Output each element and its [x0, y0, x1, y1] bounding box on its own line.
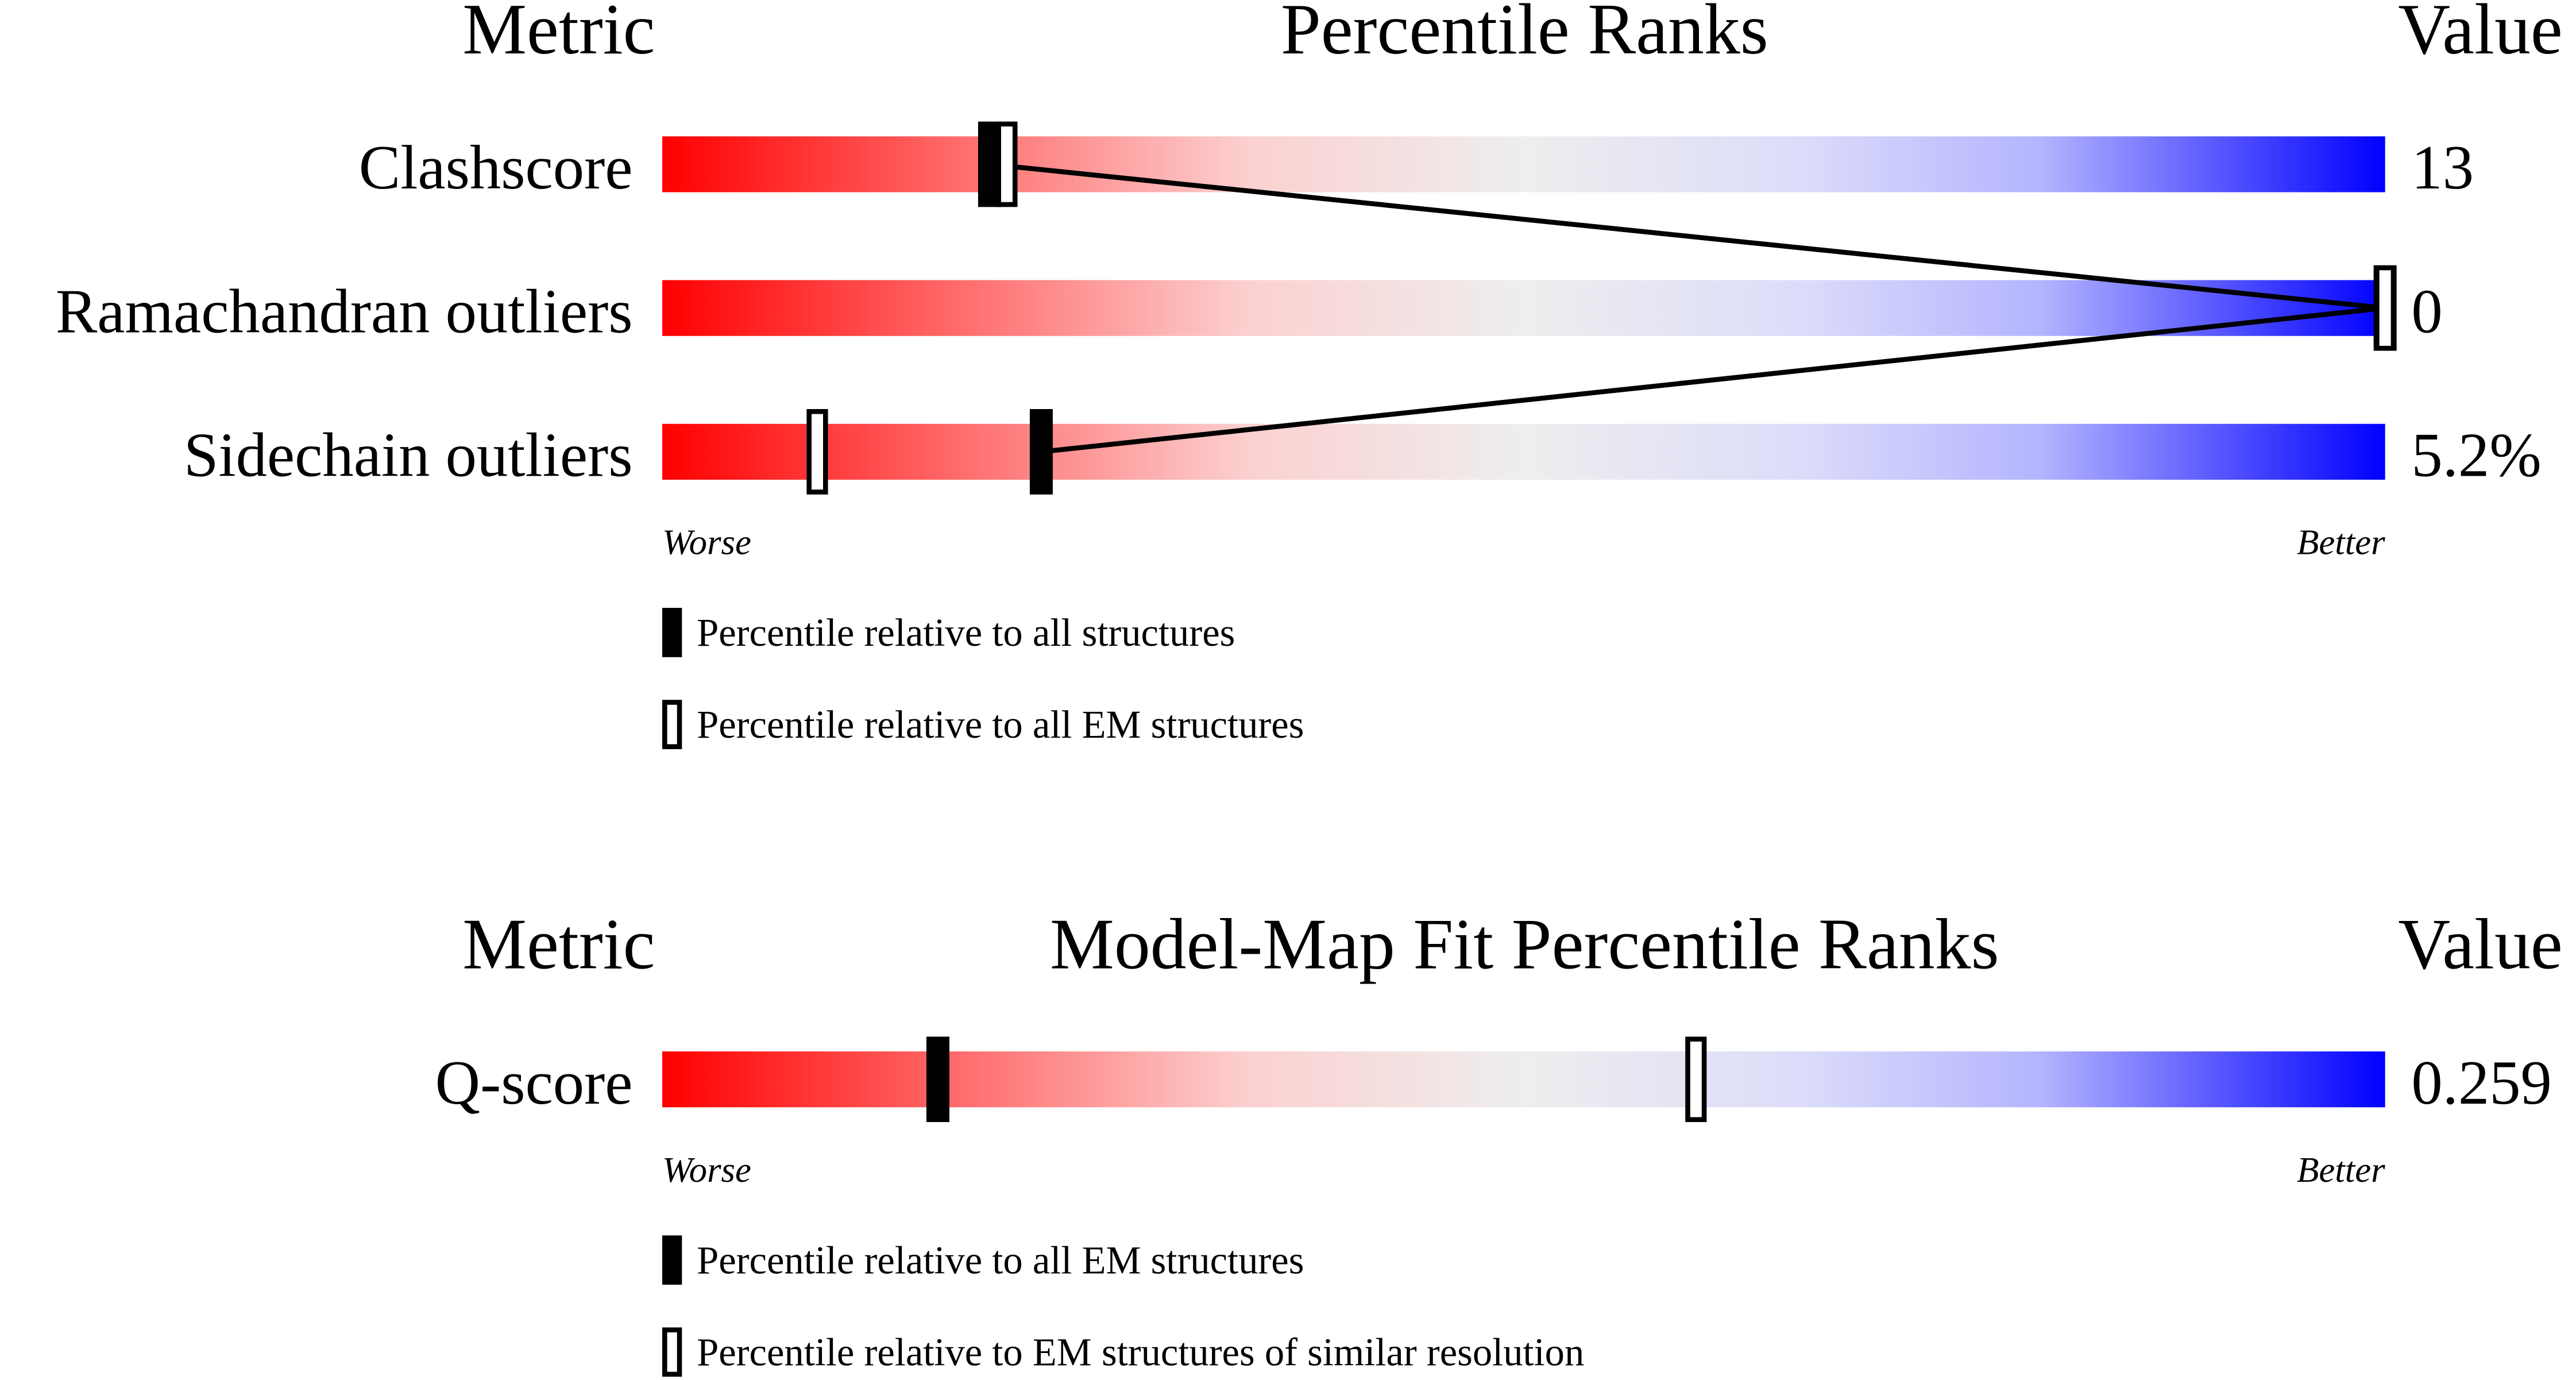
metric-value: 0 [2411, 276, 2442, 346]
percentile-marker-hollow [996, 121, 1018, 207]
legend-swatch-hollow [662, 700, 682, 749]
legend-swatch-hollow [662, 1327, 682, 1377]
value-header: Value [2398, 0, 2562, 70]
better-label: Better [2297, 1150, 2385, 1190]
legend-label: Percentile relative to all EM structures [697, 1238, 1304, 1282]
legend-swatch [662, 1235, 682, 1285]
value-header: Value [2398, 905, 2562, 985]
percentile-marker-hollow [1685, 1036, 1707, 1123]
percentile-marker-hollow [2374, 265, 2396, 351]
chart-title: Percentile Ranks [1281, 0, 1768, 70]
metric-label: Sidechain outliers [184, 421, 633, 490]
legend-label: Percentile relative to EM structures of … [697, 1330, 1584, 1374]
legend-label: Percentile relative to all EM structures [697, 703, 1304, 746]
percentile-marker [926, 1036, 949, 1123]
legend-swatch [662, 608, 682, 657]
metric-value: 13 [2411, 133, 2474, 202]
gradient-bar [662, 136, 2385, 192]
gradient-bar [662, 423, 2385, 480]
gradient-bar [662, 280, 2385, 336]
metric-value: 5.2% [2411, 421, 2541, 490]
metric-label: Q-score [435, 1048, 633, 1117]
percentile-marker [1029, 409, 1053, 495]
percentile-marker-hollow [806, 409, 828, 495]
metric-label: Clashscore [359, 133, 633, 202]
legend-label: Percentile relative to all structures [697, 611, 1235, 654]
worse-label: Worse [662, 522, 751, 562]
worse-label: Worse [662, 1150, 751, 1190]
metric-header: Metric [462, 905, 655, 985]
metric-value: 0.259 [2411, 1048, 2551, 1117]
gradient-bar [662, 1051, 2385, 1108]
better-label: Better [2297, 522, 2385, 562]
chart-title: Model-Map Fit Percentile Ranks [1050, 905, 1999, 985]
metric-header: Metric [462, 0, 655, 70]
metric-label: Ramachandran outliers [56, 276, 633, 346]
